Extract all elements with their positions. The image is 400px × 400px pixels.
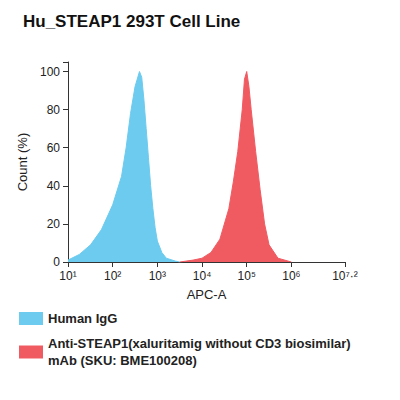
svg-text:mAb (SKU: BME100208): mAb (SKU: BME100208) [48,353,197,368]
svg-text:10⁴: 10⁴ [193,269,212,283]
svg-text:20: 20 [47,217,61,231]
svg-text:80: 80 [47,103,61,117]
svg-text:10⁵: 10⁵ [238,269,256,283]
svg-text:10²: 10² [104,269,121,283]
svg-text:Anti-STEAP1(xaluritamig withou: Anti-STEAP1(xaluritamig without CD3 bios… [48,336,354,351]
svg-text:10⁷·²: 10⁷·² [332,269,358,283]
svg-text:100: 100 [40,65,60,79]
svg-text:Human IgG: Human IgG [48,311,117,326]
svg-text:Count (%): Count (%) [15,133,30,192]
svg-text:0: 0 [53,255,60,269]
svg-text:APC-A: APC-A [187,287,227,302]
svg-text:Hu_STEAP1 293T Cell Line: Hu_STEAP1 293T Cell Line [23,12,240,31]
svg-text:40: 40 [47,179,61,193]
svg-text:10¹: 10¹ [59,269,76,283]
svg-text:10³: 10³ [149,269,166,283]
svg-text:10⁶: 10⁶ [282,269,300,283]
svg-text:60: 60 [47,141,61,155]
